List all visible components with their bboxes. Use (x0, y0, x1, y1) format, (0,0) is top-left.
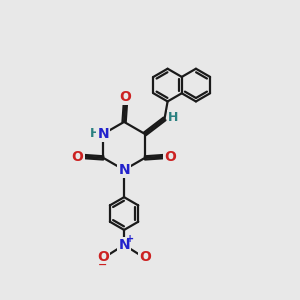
Text: O: O (165, 149, 176, 164)
Text: +: + (126, 234, 134, 244)
Text: H: H (90, 128, 100, 140)
Text: O: O (119, 90, 131, 104)
Text: −: − (98, 260, 107, 270)
Text: H: H (168, 111, 178, 124)
Text: N: N (98, 127, 109, 141)
Text: O: O (97, 250, 109, 265)
Text: N: N (118, 238, 130, 252)
Text: N: N (118, 163, 130, 177)
Text: O: O (72, 149, 84, 164)
Text: O: O (140, 250, 151, 265)
